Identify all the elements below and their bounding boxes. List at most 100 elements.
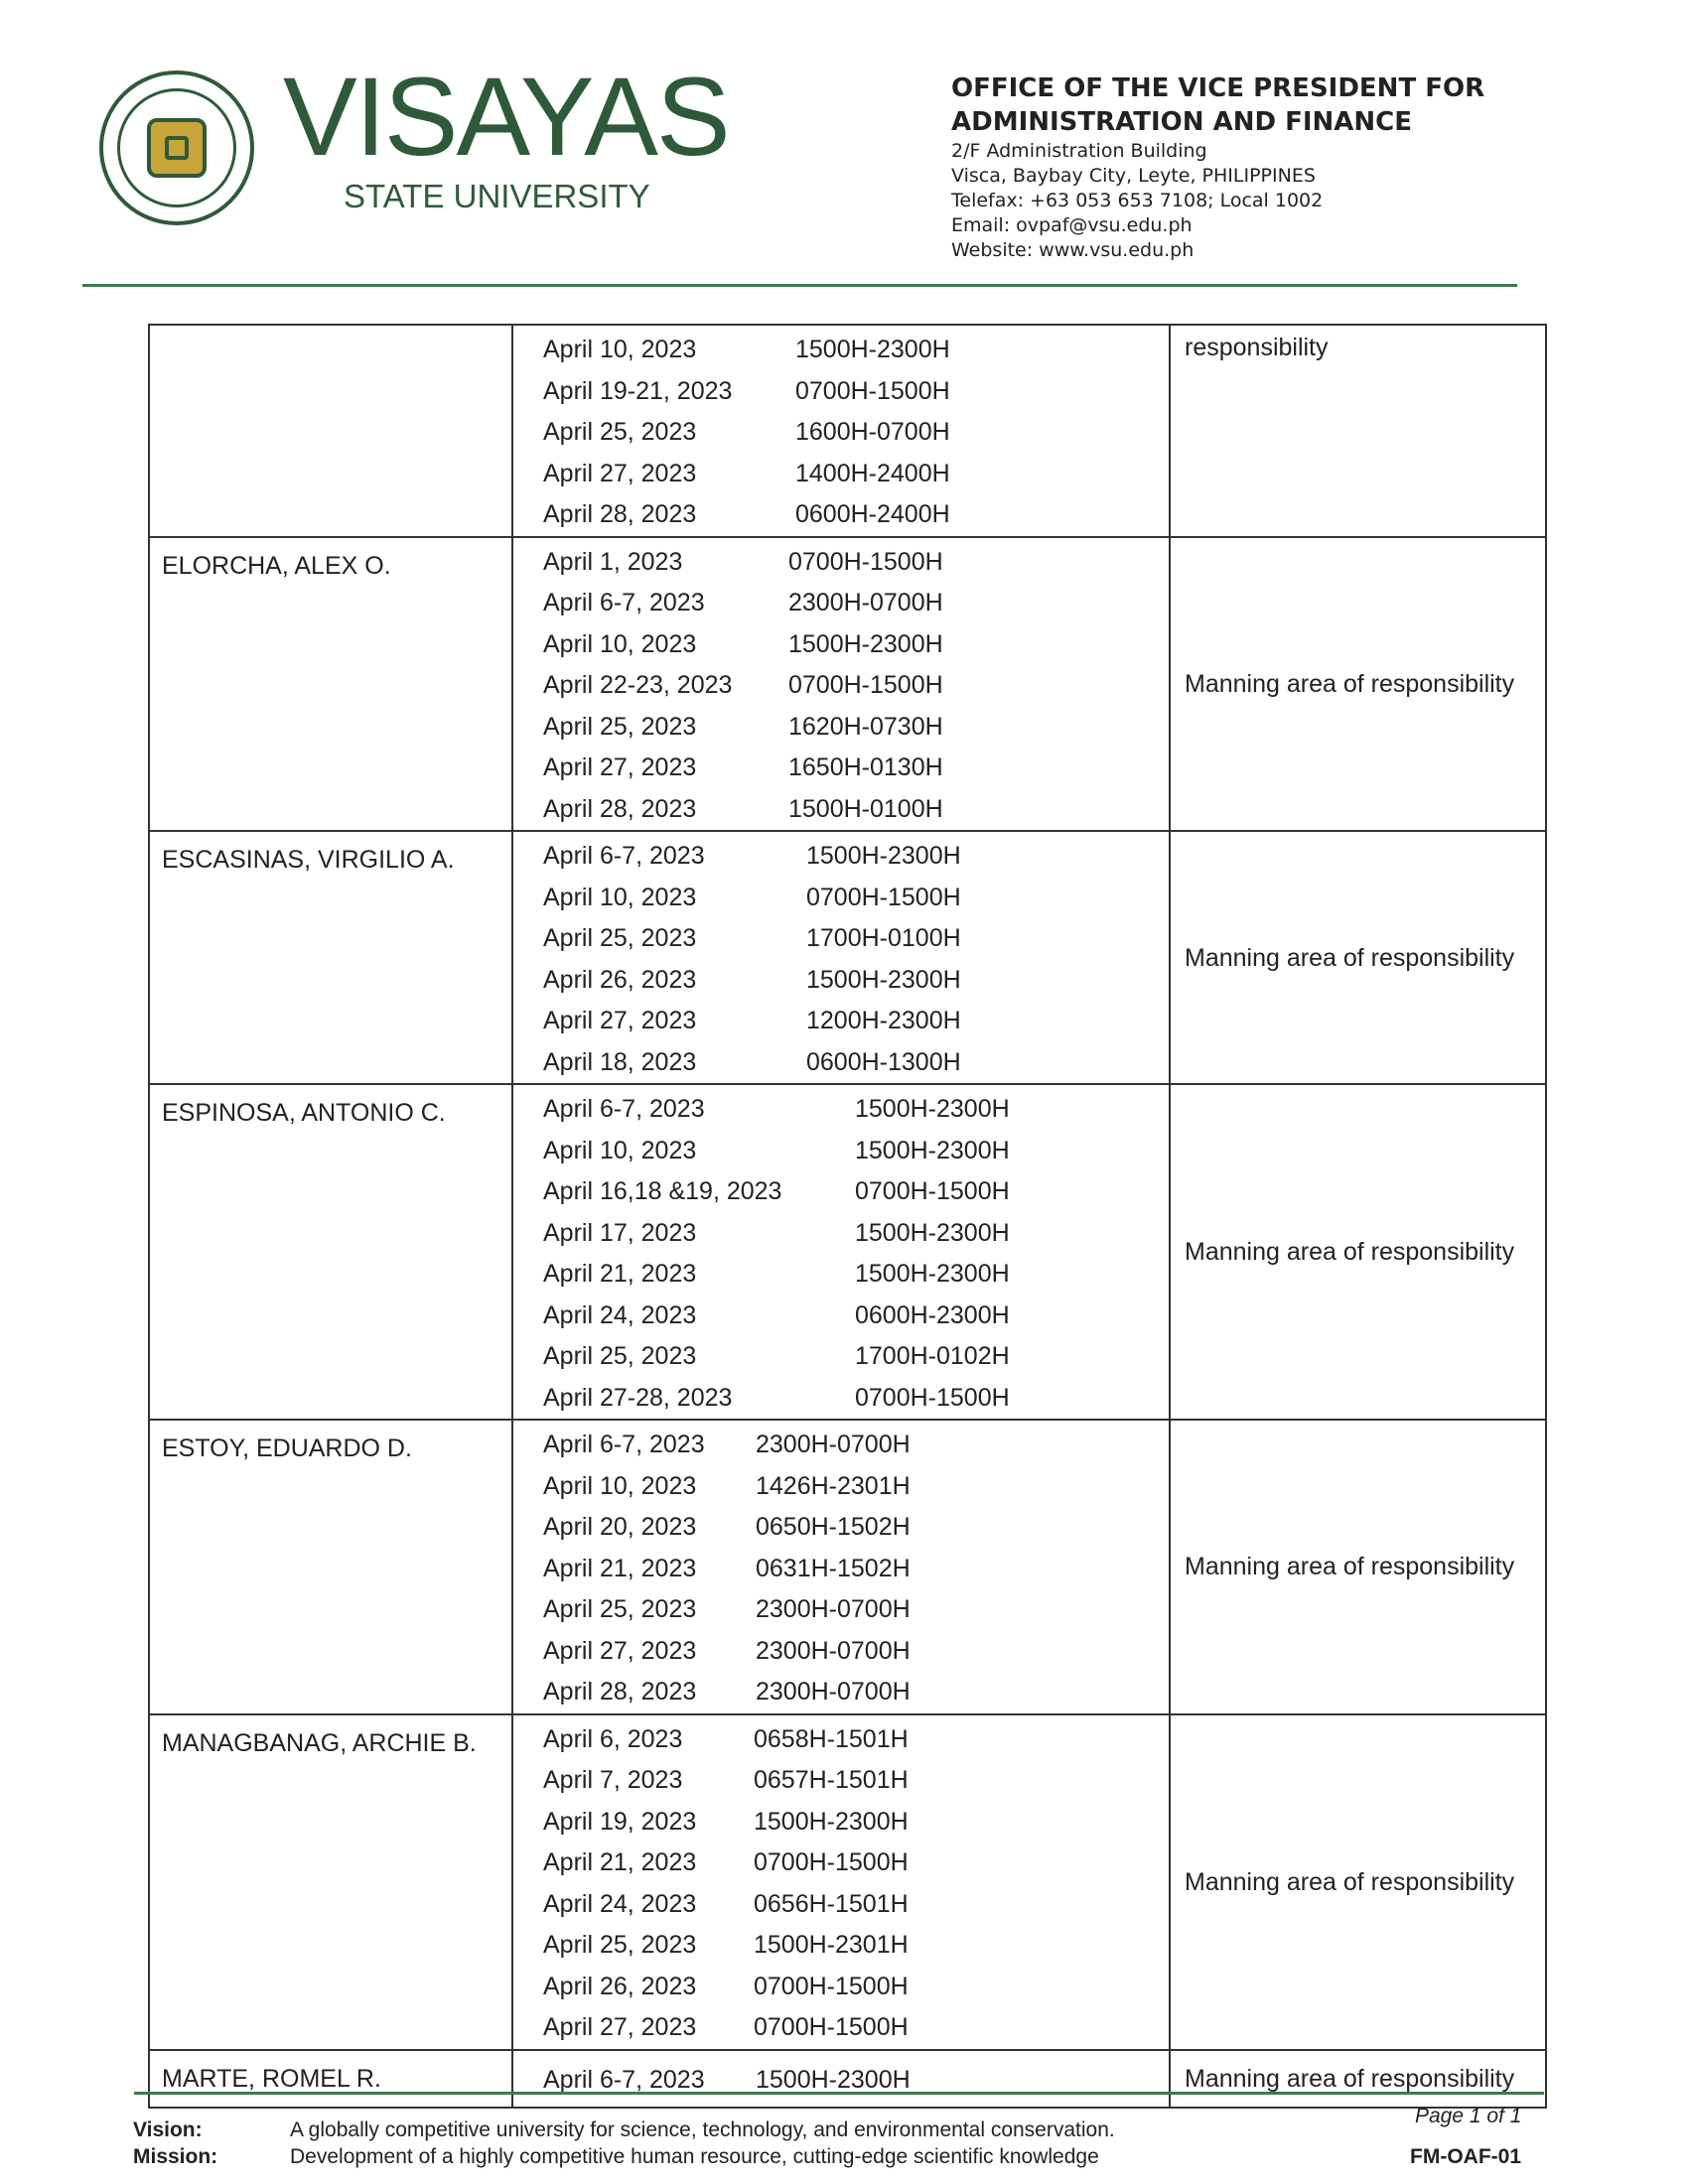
schedule-entry: April 22-23, 2023 0700H-1500H xyxy=(543,665,1169,707)
remark: Manning area of responsibility xyxy=(1169,2048,1547,2109)
schedule-time: 0631H-1502H xyxy=(756,1554,911,1582)
schedule-cell: April 10, 2023 1500H-2300H April 19-21, 20… xyxy=(511,324,1171,538)
schedule-entry: April 16,18 &19, 2023 0700H-1500H xyxy=(543,1171,1169,1213)
table-row: ESTOY, EDUARDO D. April 6-7, 2023 2300H-07… xyxy=(148,1419,1547,1715)
remark: Manning area of responsibility xyxy=(1169,1083,1547,1421)
schedule-time: 2300H-0700H xyxy=(756,1431,911,1458)
remark: Manning area of responsibility xyxy=(1169,535,1547,832)
schedule-entry: April 25, 2023 1600H-0700H xyxy=(543,412,1169,454)
schedule-time: 1620H-0730H xyxy=(788,712,943,741)
schedule-entry: April 26, 2023 1500H-2300H xyxy=(543,960,1169,1002)
schedule-date: April 10, 2023 xyxy=(543,629,697,658)
schedule-time: 0700H-1500H xyxy=(806,883,961,911)
mission-text: Development of a highly competitive huma… xyxy=(290,2145,1099,2168)
address-line-1: 2/F Administration Building xyxy=(951,140,1207,162)
personnel-name: MARTE, ROMEL R. xyxy=(148,2048,513,2109)
schedule-date: April 27-28, 2023 xyxy=(543,1383,733,1412)
schedule-entry: April 6-7, 2023 1500H-2300H xyxy=(543,836,1169,878)
schedule-cell: April 6-7, 2023 2300H-0700H April 10, 2023… xyxy=(511,1419,1171,1715)
schedule-time: 0700H-1500H xyxy=(795,376,950,405)
schedule-entry: April 6, 2023 0658H-1501H xyxy=(543,1719,1169,1761)
remark: responsibility xyxy=(1169,324,1547,538)
schedule-date: April 22-23, 2023 xyxy=(543,671,733,699)
schedule-date: April 20, 2023 xyxy=(543,1513,697,1541)
schedule-entry: April 25, 2023 2300H-0700H xyxy=(543,1589,1169,1631)
schedule-time: 1500H-2300H xyxy=(855,1095,1010,1123)
schedule-entry: April 28, 2023 1500H-0100H xyxy=(543,789,1169,831)
schedule-time: 1500H-2300H xyxy=(806,842,961,870)
schedule-time: 1500H-0100H xyxy=(788,794,943,823)
schedule-entry: April 24, 2023 0600H-2300H xyxy=(543,1296,1169,1337)
schedule-time: 0700H-1500H xyxy=(788,547,943,576)
schedule-time: 2300H-0700H xyxy=(756,1636,911,1665)
personnel-name xyxy=(148,324,513,538)
schedule-date: April 27, 2023 xyxy=(543,1007,697,1034)
remark: Manning area of responsibility xyxy=(1169,1712,1547,2051)
schedule-date: April 6-7, 2023 xyxy=(543,1431,705,1458)
brand-subtitle: STATE UNIVERSITY xyxy=(344,178,650,214)
schedule-date: April 28, 2023 xyxy=(543,794,697,823)
schedule-time: 1426H-2301H xyxy=(756,1471,911,1500)
schedule-time: 1400H-2400H xyxy=(795,459,950,487)
schedule-entry: April 10, 2023 1500H-2300H xyxy=(543,1131,1169,1172)
remark: Manning area of responsibility xyxy=(1169,1419,1547,1715)
office-title-line-2: ADMINISTRATION AND FINANCE xyxy=(951,107,1413,137)
schedule-date: April 25, 2023 xyxy=(543,1931,697,1959)
schedule-date: April 10, 2023 xyxy=(543,883,697,911)
schedule-entry: April 28, 2023 0600H-2400H xyxy=(543,494,1169,536)
schedule-entry: April 10, 2023 1426H-2301H xyxy=(543,1466,1169,1508)
schedule-entry: April 7, 2023 0657H-1501H xyxy=(543,1760,1169,1802)
schedule-entry: April 20, 2023 0650H-1502H xyxy=(543,1507,1169,1549)
table-row: ESCASINAS, VIRGILIO A. April 6-7, 2023 150… xyxy=(148,830,1547,1085)
form-code: FM-OAF-01 xyxy=(1410,2145,1521,2168)
schedule-date: April 6-7, 2023 xyxy=(543,1095,705,1123)
schedule-entry: April 10, 2023 0700H-1500H xyxy=(543,878,1169,919)
schedule-entry: April 25, 2023 1700H-0102H xyxy=(543,1336,1169,1378)
schedule-date: April 28, 2023 xyxy=(543,500,697,528)
table-row: MANAGBANAG, ARCHIE B. April 6, 2023 0658H-… xyxy=(148,1712,1547,2051)
schedule-cell: April 1, 2023 0700H-1500H April 6-7, 2023 2… xyxy=(511,535,1171,832)
schedule-time: 1500H-2301H xyxy=(754,1931,909,1959)
schedule-date: April 6-7, 2023 xyxy=(543,842,705,870)
schedule-time: 0700H-1500H xyxy=(754,1848,909,1876)
schedule-date: April 25, 2023 xyxy=(543,712,697,741)
schedule-date: April 26, 2023 xyxy=(543,965,697,994)
table-row: ELORCHA, ALEX O. April 1, 2023 0700H-1500H… xyxy=(148,535,1547,832)
schedule-time: 2300H-0700H xyxy=(756,1595,911,1623)
schedule-entry: April 6-7, 2023 1500H-2300H xyxy=(543,1089,1169,1131)
schedule-entry: April 25, 2023 1700H-0100H xyxy=(543,918,1169,960)
schedule-time: 1500H-2300H xyxy=(754,1807,909,1836)
personnel-name: MANAGBANAG, ARCHIE B. xyxy=(148,1712,513,2051)
schedule-date: April 6-7, 2023 xyxy=(543,589,705,616)
office-info: OFFICE OF THE VICE PRESIDENT FOR ADMINIS… xyxy=(951,71,1484,263)
schedule-date: April 25, 2023 xyxy=(543,418,697,446)
header-divider xyxy=(82,284,1517,287)
schedule-time: 1500H-2300H xyxy=(855,1260,1010,1288)
footer-divider xyxy=(134,2092,1544,2095)
schedule-time: 0658H-1501H xyxy=(754,1724,909,1753)
personnel-name: ELORCHA, ALEX O. xyxy=(148,535,513,832)
schedule-cell: April 6-7, 2023 1500H-2300H xyxy=(511,2048,1171,2109)
schedule-date: April 28, 2023 xyxy=(543,1678,697,1706)
schedule-entry: April 27, 2023 0700H-1500H xyxy=(543,2007,1169,2049)
schedule-time: 0600H-1300H xyxy=(806,1047,961,1076)
schedule-entry: April 19-21, 2023 0700H-1500H xyxy=(543,371,1169,413)
schedule-cell: April 6-7, 2023 1500H-2300H April 10, 2023… xyxy=(511,1083,1171,1421)
schedule-entry: April 17, 2023 1500H-2300H xyxy=(543,1213,1169,1255)
schedule-time: 1700H-0102H xyxy=(855,1342,1010,1370)
schedule-date: April 24, 2023 xyxy=(543,1300,697,1329)
schedule-entry: April 25, 2023 1620H-0730H xyxy=(543,707,1169,749)
schedule-time: 1500H-2300H xyxy=(756,2065,911,2094)
schedule-date: April 10, 2023 xyxy=(543,1136,697,1164)
table-row: ESPINOSA, ANTONIO C. April 6-7, 2023 1500H… xyxy=(148,1083,1547,1421)
schedule-date: April 1, 2023 xyxy=(543,547,683,576)
table-row: MARTE, ROMEL R. April 6-7, 2023 1500H-2300… xyxy=(148,2048,1547,2109)
schedule-date: April 21, 2023 xyxy=(543,1260,697,1288)
schedule-time: 1500H-2300H xyxy=(855,1136,1010,1164)
university-seal-logo xyxy=(99,70,254,225)
schedule-entry: April 27, 2023 1200H-2300H xyxy=(543,1001,1169,1042)
schedule-date: April 25, 2023 xyxy=(543,1342,697,1370)
schedule-date: April 25, 2023 xyxy=(543,924,697,952)
schedule-date: April 27, 2023 xyxy=(543,753,697,781)
schedule-date: April 27, 2023 xyxy=(543,2013,697,2041)
